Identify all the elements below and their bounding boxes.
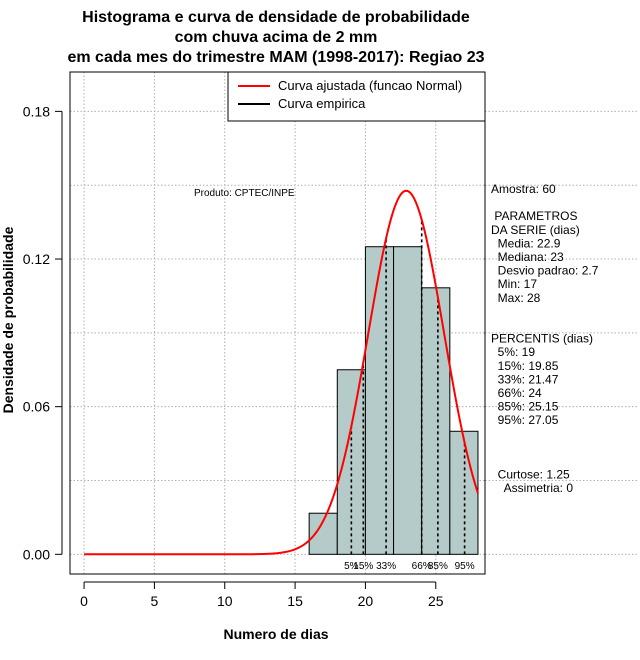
stats-line: 5%: 19 [491, 345, 535, 359]
stats-line: Curtose: 1.25 [491, 468, 570, 482]
stats-line: Max: 28 [491, 291, 541, 305]
percentile-label: 5% [344, 561, 359, 572]
legend-label: Curva ajustada (funcao Normal) [278, 78, 462, 93]
stats-line: 66%: 24 [491, 386, 542, 400]
percentile-label: 85% [428, 561, 448, 572]
percentile-label: 95% [455, 561, 475, 572]
legend-label: Curva empirica [278, 96, 366, 111]
title-line: Histograma e curva de densidade de proba… [82, 9, 470, 26]
chart-title: Histograma e curva de densidade de proba… [67, 9, 484, 66]
x-tick-label: 0 [80, 593, 88, 609]
histogram-bar [421, 287, 451, 555]
title-line: com chuva acima de 2 mm [175, 29, 378, 46]
stats-line: Min: 17 [491, 277, 537, 291]
x-tick-label: 20 [358, 593, 374, 609]
stats-line: DA SERIE (dias) [491, 223, 580, 237]
y-tick-label: 0.00 [23, 546, 50, 562]
stats-line: 33%: 21.47 [491, 372, 559, 386]
percentile-label: 33% [376, 561, 396, 572]
title-line: em cada mes do trimestre MAM (1998-2017)… [67, 49, 484, 66]
stats-line: 95%: 27.05 [491, 413, 559, 427]
histogram-bar [393, 246, 423, 555]
percentile-label: 15% [353, 561, 373, 572]
stats-line: Amostra: 60 [491, 182, 556, 196]
normal-fit-curve [84, 189, 479, 556]
histogram-bar [364, 246, 395, 555]
x-axis-label: Numero de dias [223, 626, 328, 642]
stats-line: 15%: 19.85 [491, 359, 559, 373]
product-label: Produto: CPTEC/INPE [194, 188, 295, 199]
stats-line: 85%: 25.15 [491, 400, 559, 414]
y-axis-label: Densidade de probabilidade [0, 226, 16, 413]
axes: 0 5 10 15 20 25 0.00 0.06 0.12 0.18 [23, 103, 444, 609]
percentile-lines: 5%15% 33% 66%85% 95% [344, 219, 475, 572]
stats-line: Desvio padrao: 2.7 [491, 264, 599, 278]
x-tick-label: 5 [151, 593, 159, 609]
histogram-bars [308, 246, 479, 555]
y-tick-label: 0.06 [23, 399, 50, 415]
y-tick-label: 0.18 [23, 103, 50, 119]
stats-line: Assimetria: 0 [491, 481, 573, 495]
density-curves [84, 189, 479, 556]
legend: Curva ajustada (funcao Normal) Curva empi… [227, 71, 486, 122]
stats-line: PERCENTIS (dias) [491, 332, 593, 346]
x-tick-label: 25 [428, 593, 444, 609]
y-tick-label: 0.12 [23, 251, 50, 267]
x-tick-label: 10 [217, 593, 233, 609]
stats-line: Mediana: 23 [491, 250, 564, 264]
stats-line: Media: 22.9 [491, 236, 561, 250]
legend-box [227, 71, 486, 122]
x-tick-label: 15 [287, 593, 303, 609]
percentile-label: 66% [412, 561, 432, 572]
stats-line: PARAMETROS [491, 209, 577, 223]
